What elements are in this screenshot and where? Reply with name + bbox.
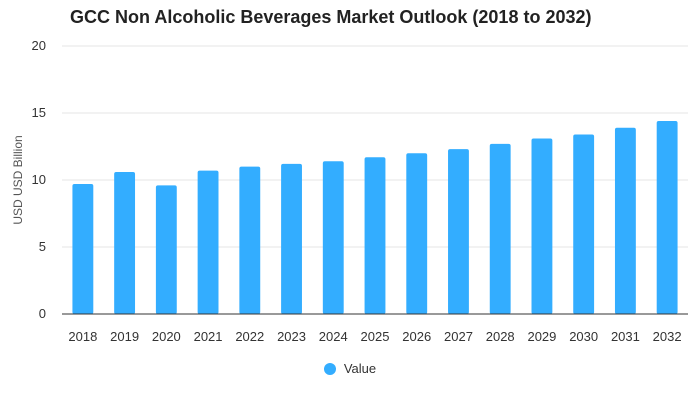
bar-2026 xyxy=(406,153,428,314)
bar-2022 xyxy=(239,166,261,314)
bar-2031 xyxy=(614,127,636,315)
x-tick-label: 2025 xyxy=(361,329,390,344)
bar-2030 xyxy=(573,134,595,314)
y-tick-label: 5 xyxy=(39,239,46,254)
bar-2020 xyxy=(155,185,177,314)
bar-2018 xyxy=(72,184,94,314)
y-tick-label: 15 xyxy=(32,105,46,120)
bar-2019 xyxy=(114,171,136,314)
y-axis-label: USD USD Billion xyxy=(11,135,25,224)
bar-2024 xyxy=(322,161,344,314)
y-tick-label: 10 xyxy=(32,172,46,187)
x-tick-label: 2018 xyxy=(68,329,97,344)
y-tick-label: 0 xyxy=(39,306,46,321)
x-tick-label: 2023 xyxy=(277,329,306,344)
x-tick-label: 2020 xyxy=(152,329,181,344)
x-tick-label: 2019 xyxy=(110,329,139,344)
legend: Value xyxy=(0,361,700,376)
x-tick-label: 2032 xyxy=(653,329,682,344)
x-tick-label: 2022 xyxy=(235,329,264,344)
y-tick-label: 20 xyxy=(32,38,46,53)
x-tick-label: 2026 xyxy=(402,329,431,344)
legend-label: Value xyxy=(343,361,377,376)
bar-2032 xyxy=(656,121,678,314)
bar-2027 xyxy=(448,149,469,314)
x-axis-ticks: 2018 2019 2020 2021 2022 2023 2024 2025 2026 2027… xyxy=(68,329,681,344)
bars xyxy=(72,121,678,315)
bar-2021 xyxy=(197,170,219,314)
x-tick-label: 2029 xyxy=(527,329,556,344)
x-tick-label: 2031 xyxy=(611,329,640,344)
chart-title: GCC Non Alcoholic Beverages Market Outlo… xyxy=(70,7,592,27)
y-axis-ticks: 0 5 10 15 20 xyxy=(32,38,46,321)
bar-2028 xyxy=(489,143,511,314)
bar-2029 xyxy=(531,138,553,314)
bar-2025 xyxy=(364,157,386,314)
x-tick-label: 2028 xyxy=(486,329,515,344)
x-tick-label: 2021 xyxy=(194,329,223,344)
x-tick-label: 2030 xyxy=(569,329,598,344)
x-tick-label: 2024 xyxy=(319,329,348,344)
bar-2023 xyxy=(281,163,302,314)
x-tick-label: 2027 xyxy=(444,329,473,344)
legend-marker xyxy=(323,362,336,375)
